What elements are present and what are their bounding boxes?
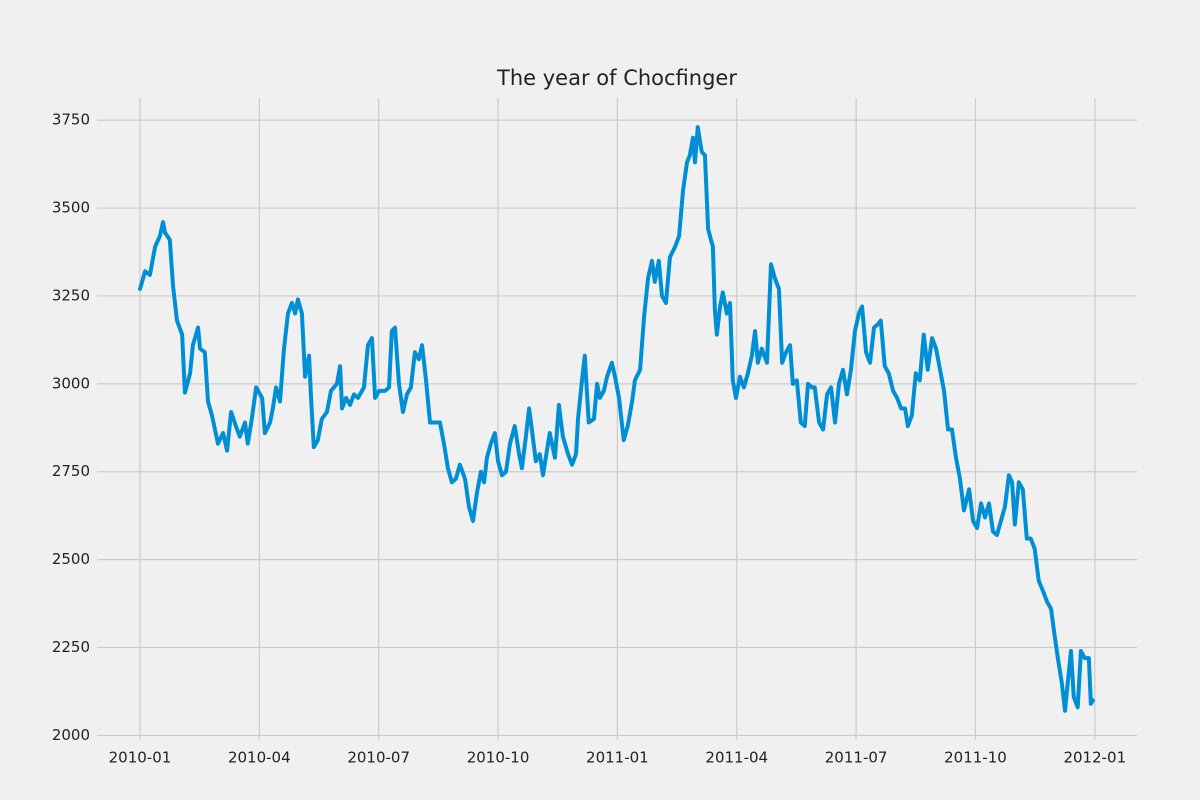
y-tick-label: 3750 — [52, 111, 90, 129]
chart-title: The year of Chocfinger — [496, 66, 737, 90]
x-tick-label: 2011-07 — [825, 749, 888, 767]
x-tick-label: 2011-04 — [705, 749, 768, 767]
x-tick-label: 2010-07 — [347, 749, 410, 767]
y-tick-label: 2750 — [52, 462, 90, 480]
y-tick-label: 3000 — [52, 374, 90, 392]
y-tick-label: 3250 — [52, 286, 90, 304]
y-tick-label: 2250 — [52, 638, 90, 656]
x-tick-label: 2011-10 — [944, 749, 1007, 767]
line-series — [137, 125, 1095, 713]
x-tick-label: 2010-10 — [467, 749, 530, 767]
y-tick-label: 3500 — [52, 199, 90, 217]
y-tick-label: 2000 — [52, 726, 90, 744]
x-tick-label: 2011-01 — [586, 749, 649, 767]
x-tick-label: 2012-01 — [1063, 749, 1126, 767]
x-tick-label: 2010-01 — [109, 749, 172, 767]
y-tick-label: 2500 — [52, 550, 90, 568]
x-tick-label: 2010-04 — [228, 749, 291, 767]
